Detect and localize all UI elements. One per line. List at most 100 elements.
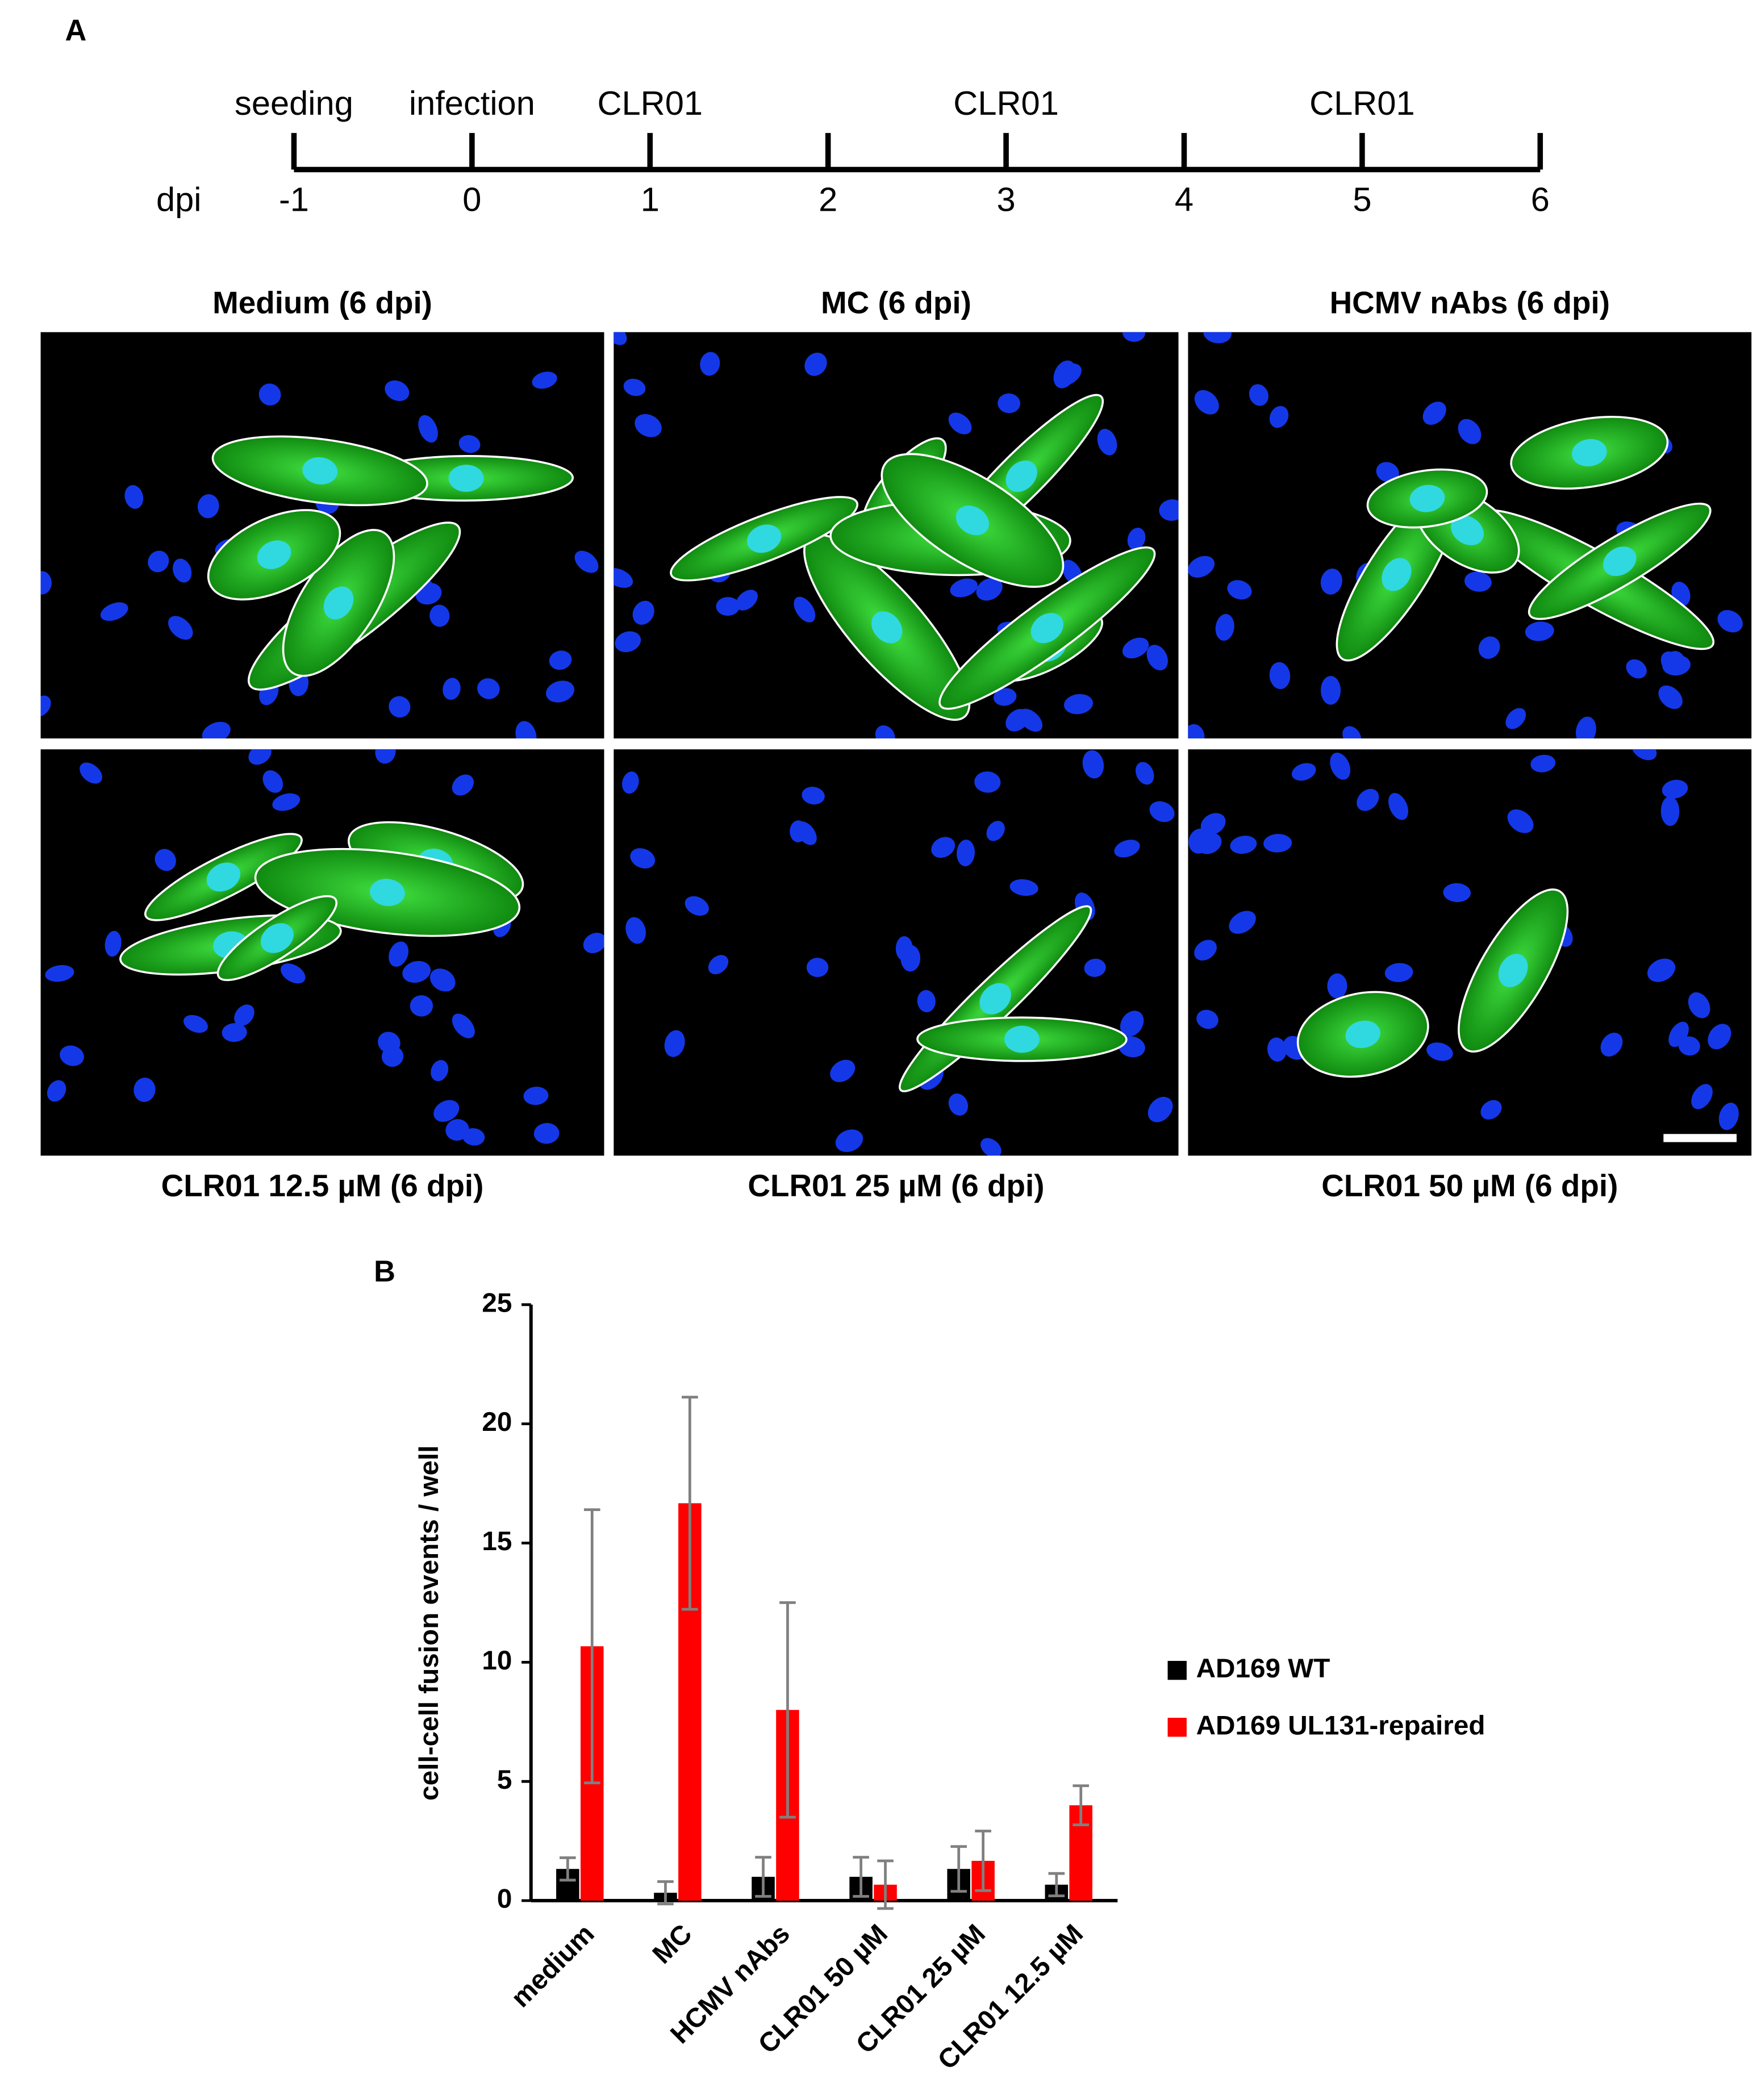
cell-nucleus <box>370 879 405 907</box>
timeline-event-label: infection <box>409 84 535 122</box>
cell-nucleus <box>1409 485 1445 512</box>
panel-label: A <box>65 15 86 48</box>
nucleus <box>1291 763 1316 781</box>
nucleus <box>168 616 193 640</box>
nucleus <box>1263 834 1292 853</box>
y-tick-label: 10 <box>482 1646 512 1676</box>
nucleus <box>1626 659 1647 679</box>
cell-nucleus <box>1603 546 1637 577</box>
nucleus <box>931 837 955 858</box>
nucleus <box>1691 1084 1713 1109</box>
nucleus <box>1097 428 1117 456</box>
nucleus <box>708 955 729 975</box>
nucleus <box>1188 556 1215 578</box>
nucleus <box>1478 636 1500 659</box>
nucleus <box>1215 613 1234 641</box>
nucleus <box>1422 402 1446 425</box>
y-tick-label: 20 <box>482 1407 512 1437</box>
nucleus <box>45 965 74 982</box>
nucleus <box>197 494 219 519</box>
nucleus <box>1147 1096 1173 1122</box>
nucleus <box>583 933 604 954</box>
cell-nucleus <box>448 465 484 492</box>
nucleus <box>445 1119 469 1141</box>
nucleus <box>532 371 557 389</box>
nucleus <box>875 725 895 739</box>
nucleus <box>258 383 281 406</box>
nucleus <box>222 1023 247 1042</box>
nucleus <box>1122 332 1145 342</box>
nucleus <box>280 963 306 984</box>
micrograph-content <box>1188 332 1752 739</box>
micrograph <box>1188 749 1752 1156</box>
nucleus <box>47 1080 66 1102</box>
nucleus <box>40 695 51 717</box>
nucleus <box>1647 958 1676 982</box>
timeline-event-label: CLR01 <box>953 84 1059 122</box>
nucleus <box>378 1032 400 1054</box>
nucleus <box>1321 675 1341 705</box>
nucleus <box>515 721 537 739</box>
nucleus <box>795 821 817 845</box>
nucleus <box>1666 651 1685 675</box>
nucleus <box>389 696 411 718</box>
nucleus <box>1464 571 1492 592</box>
nucleus <box>202 721 231 739</box>
panel-label: B <box>374 1255 395 1288</box>
nucleus <box>183 1014 208 1033</box>
nucleus <box>1249 384 1268 406</box>
cell-nucleus <box>1451 515 1484 545</box>
micrograph <box>1188 332 1752 739</box>
timeline-tick-label: 1 <box>641 180 660 218</box>
nucleus <box>234 1004 254 1026</box>
micrograph-content <box>614 749 1179 1156</box>
timeline-tick-label: 6 <box>1531 180 1550 218</box>
nucleus <box>1009 879 1038 896</box>
nucleus <box>1330 752 1351 780</box>
micrograph-title: Medium (6 dpi) <box>212 285 432 320</box>
nucleus <box>1203 332 1232 344</box>
nucleus <box>389 941 409 967</box>
nucleus <box>431 1060 449 1082</box>
cell-nucleus <box>260 923 294 953</box>
nucleus <box>1269 406 1289 428</box>
nucleus <box>1229 911 1256 934</box>
nucleus <box>100 602 128 621</box>
cell-nucleus <box>1004 1025 1040 1053</box>
nucleus <box>1342 726 1361 739</box>
nucleus <box>980 1138 1001 1156</box>
micrograph-background <box>1188 749 1752 1156</box>
nucleus <box>458 435 481 453</box>
nucleus <box>1136 762 1154 785</box>
nucleus <box>1269 662 1291 690</box>
micrograph <box>40 749 604 1156</box>
nucleus <box>452 1013 475 1038</box>
timeline-tick-label: 0 <box>462 180 481 218</box>
micrograph-title: HCMV nAbs (6 dpi) <box>1330 285 1610 320</box>
timeline-event-label: CLR01 <box>1309 84 1415 122</box>
x-tick-label: medium <box>506 1919 600 2014</box>
nucleus <box>1600 1033 1623 1057</box>
nucleus <box>1678 1036 1700 1056</box>
cell-nucleus <box>1571 439 1607 467</box>
nucleus <box>523 1087 549 1105</box>
nucleus <box>1717 610 1743 633</box>
nucleus <box>1384 963 1413 982</box>
nucleus <box>574 550 599 573</box>
nucleus <box>1194 940 1217 961</box>
nucleus <box>1230 836 1257 854</box>
nucleus <box>1662 779 1688 799</box>
nucleus <box>418 415 438 443</box>
nucleus <box>60 1045 84 1066</box>
nucleus <box>700 352 720 376</box>
cell-nucleus <box>1345 1020 1381 1049</box>
nucleus <box>632 600 654 625</box>
nucleus <box>402 961 431 983</box>
nucleus <box>549 650 572 670</box>
nucleus <box>1718 1103 1739 1130</box>
nucleus <box>622 771 639 794</box>
cell-nucleus <box>302 457 338 485</box>
nucleus <box>1327 973 1347 999</box>
